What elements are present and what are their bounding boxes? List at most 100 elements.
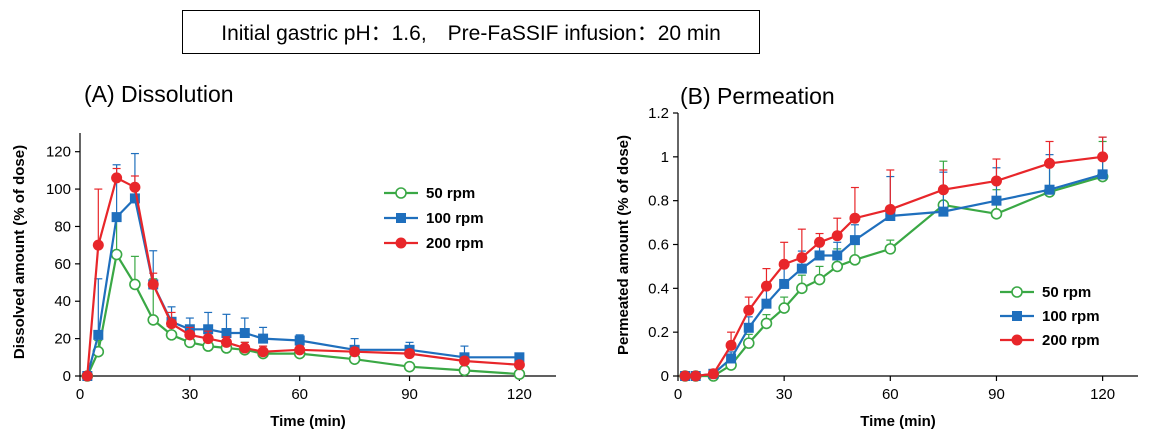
legend-marker [1011, 334, 1023, 346]
legend-label: 50 rpm [1042, 284, 1091, 301]
data-point [885, 211, 896, 222]
y-tick-label: 40 [54, 293, 71, 310]
y-tick-label: 100 [46, 181, 71, 198]
legend: 50 rpm 100 rpm 200 rpm [1000, 284, 1100, 349]
series-200-rpm [81, 167, 525, 382]
x-tick-label: 0 [674, 386, 682, 403]
x-tick-label: 60 [882, 386, 899, 403]
data-point [831, 230, 843, 242]
legend-marker [1011, 286, 1023, 298]
y-tick-label: 0.4 [648, 280, 669, 297]
y-tick-label: 1 [661, 149, 669, 166]
data-point [258, 333, 269, 344]
data-point [937, 184, 949, 196]
data-point [349, 346, 361, 358]
series-200-rpm [679, 136, 1109, 382]
legend-marker [1012, 311, 1022, 321]
data-point [111, 212, 122, 223]
condition-banner: Initial gastric pH：1.6, Pre-FaSSIF infus… [182, 10, 760, 54]
series-line [86, 251, 520, 377]
data-point [166, 318, 178, 330]
data-point [93, 329, 104, 340]
y-tick-label: 0.2 [648, 324, 669, 341]
y-tick-label: 0.6 [648, 237, 669, 254]
legend-label: 100 rpm [426, 210, 484, 227]
x-tick-label: 60 [291, 386, 308, 403]
y-tick-label: 0 [661, 368, 669, 385]
data-point [458, 355, 470, 367]
series-line [86, 176, 520, 377]
data-point [129, 193, 140, 204]
series-line [685, 155, 1103, 378]
data-point [1044, 157, 1056, 169]
chart-title: (B) Permeation [680, 83, 835, 109]
data-point [778, 302, 790, 314]
data-point [779, 278, 790, 289]
data-point [760, 317, 773, 330]
chart-permeation: (B) Permeation 0 0.2 0.4 0.6 0.8 1 1.2 0 30 60 90 12… [615, 83, 1138, 430]
y-axis-label: Permeated amount (% of dose) [615, 135, 632, 355]
data-point [147, 314, 160, 326]
data-point [796, 252, 808, 264]
data-point [239, 328, 250, 339]
legend-marker [395, 237, 407, 249]
data-point [203, 324, 214, 335]
data-point [202, 333, 214, 345]
data-point [884, 243, 897, 255]
data-point [743, 304, 755, 316]
data-point [679, 370, 691, 382]
data-point [832, 250, 843, 261]
data-point [814, 250, 825, 261]
data-point [111, 172, 123, 184]
data-point [884, 203, 896, 215]
x-tick-label: 120 [507, 386, 532, 403]
data-point [831, 260, 844, 273]
data-point [404, 348, 416, 360]
chart-dissolution: (A) Dissolution 0 20 40 60 80 100 120 0 30 60 90 120… [11, 81, 556, 430]
data-point [761, 298, 772, 309]
series-line [86, 196, 520, 377]
y-tick-label: 120 [46, 144, 71, 161]
data-point [81, 370, 93, 382]
data-point [239, 342, 251, 354]
data-point [129, 278, 141, 291]
x-tick-label: 30 [776, 386, 793, 403]
x-axis-label: Time (min) [270, 413, 346, 430]
data-point [991, 195, 1002, 206]
data-point [165, 329, 178, 341]
data-point [513, 359, 525, 371]
data-point [726, 353, 737, 364]
data-point [742, 337, 755, 349]
legend-label: 200 rpm [1042, 332, 1100, 349]
y-tick-label: 0.8 [648, 193, 669, 210]
data-point [458, 364, 471, 377]
y-tick-label: 20 [54, 331, 71, 348]
legend-marker [396, 213, 406, 223]
data-point [1097, 169, 1108, 180]
data-point [938, 206, 949, 217]
data-point [403, 360, 416, 373]
y-tick-label: 0 [63, 368, 71, 385]
data-point [707, 368, 719, 380]
data-point [743, 322, 754, 333]
y-tick-label: 1.2 [648, 105, 669, 122]
data-point [110, 248, 123, 261]
data-point [294, 344, 306, 356]
data-point [92, 239, 104, 251]
x-axis-label: Time (min) [860, 413, 936, 430]
x-tick-label: 120 [1090, 386, 1115, 403]
data-point [1097, 151, 1109, 163]
series-line [685, 173, 1103, 378]
x-tick-label: 0 [76, 386, 84, 403]
legend-label: 50 rpm [426, 185, 475, 202]
data-point [514, 352, 525, 363]
legend-label: 200 rpm [426, 235, 484, 252]
data-point [184, 329, 196, 341]
data-point [294, 335, 305, 346]
legend-label: 100 rpm [1042, 308, 1100, 325]
data-point [990, 175, 1002, 187]
data-point [778, 258, 790, 270]
data-point [1044, 184, 1055, 195]
legend: 50 rpm 100 rpm 200 rpm [384, 185, 484, 252]
data-point [796, 282, 808, 295]
